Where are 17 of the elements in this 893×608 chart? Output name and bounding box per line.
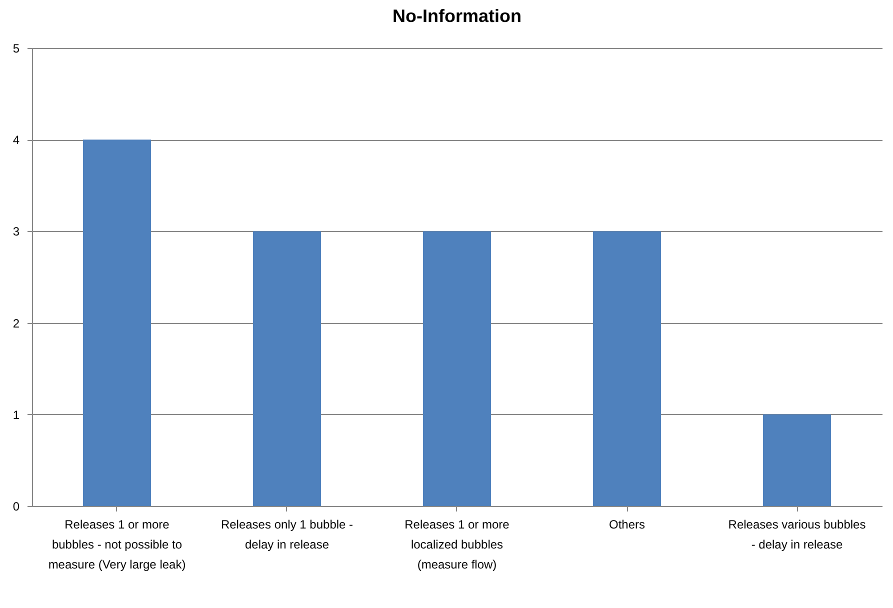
y-tick-label: 5	[12, 42, 20, 56]
y-tick-label: 0	[12, 500, 20, 514]
y-tick-label: 2	[12, 316, 20, 330]
x-tick-label: Releases 1 or more bubbles - not possible to measure (Very large leak)	[48, 518, 186, 572]
x-tick-label: Releases 1 or more localized bubbles (measure flow)	[404, 518, 510, 572]
x-tick-label: Others	[608, 518, 646, 532]
bar	[253, 231, 321, 506]
x-tick-label: Releases various bubbles - delay in release	[728, 518, 866, 552]
bar	[763, 414, 831, 506]
bar	[83, 140, 151, 506]
y-tick-label: 4	[12, 133, 20, 148]
x-tick-label: Releases only 1 bubble - delay in release	[220, 518, 354, 552]
chart-title: No-Information	[392, 6, 522, 26]
bar	[423, 231, 491, 506]
y-tick-label: 3	[12, 224, 20, 239]
y-tick-label: 1	[12, 408, 20, 422]
bar	[593, 231, 661, 506]
